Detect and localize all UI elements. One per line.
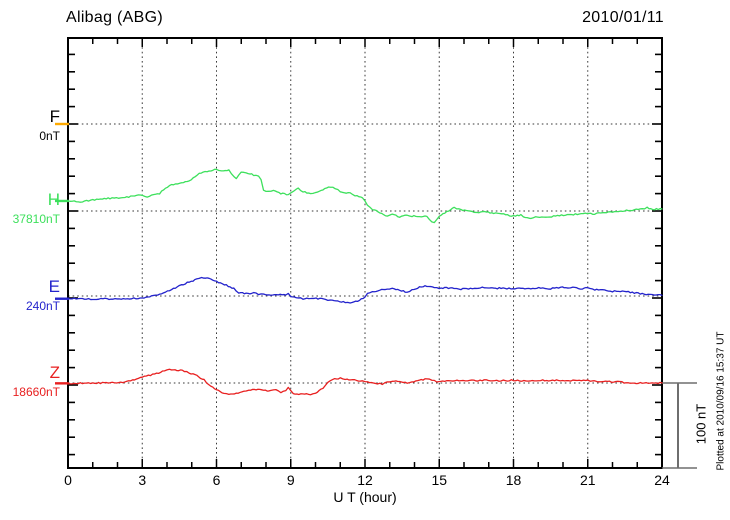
x-tick-label-21: 21 xyxy=(580,472,596,488)
channel-letter-e: E xyxy=(48,277,60,296)
h-trace xyxy=(67,168,663,224)
x-tick-label-6: 6 xyxy=(212,472,221,488)
channel-letter-h: H xyxy=(47,190,60,209)
plot-date: 2010/01/11 xyxy=(582,9,664,26)
plotted-at-note: Plotted at 2010/09/16 15:37 UT xyxy=(715,331,727,471)
x-tick-label-15: 15 xyxy=(431,472,448,488)
channel-letter-f: F xyxy=(49,107,60,126)
channel-label-f: F 0nT xyxy=(0,108,60,142)
channel-label-h: H 37810nT xyxy=(0,191,60,225)
x-tick-label-24: 24 xyxy=(654,472,670,488)
x-tick-label-12: 12 xyxy=(357,472,373,488)
e-trace xyxy=(67,276,663,304)
channel-label-z: Z 18660nT xyxy=(0,364,60,398)
x-tick-label-3: 3 xyxy=(138,472,147,488)
channel-letter-z: Z xyxy=(49,363,60,382)
channel-baseline-z: 18660nT xyxy=(12,385,60,399)
plot-frame xyxy=(67,37,663,469)
x-tick-label-18: 18 xyxy=(505,472,522,488)
z-trace xyxy=(67,368,663,396)
x-axis-title: U T (hour) xyxy=(333,489,397,505)
x-tick-label-9: 9 xyxy=(286,472,295,488)
station-title: Alibag (ABG) xyxy=(66,9,163,26)
channel-baseline-e: 240nT xyxy=(25,299,60,313)
channel-label-e: E 240nT xyxy=(0,278,60,312)
channel-baseline-f: 0nT xyxy=(39,129,60,143)
x-tick-label-0: 0 xyxy=(64,472,72,488)
channel-baseline-h: 37810nT xyxy=(12,212,60,226)
scale-bar-label: 100 nT xyxy=(693,403,709,445)
